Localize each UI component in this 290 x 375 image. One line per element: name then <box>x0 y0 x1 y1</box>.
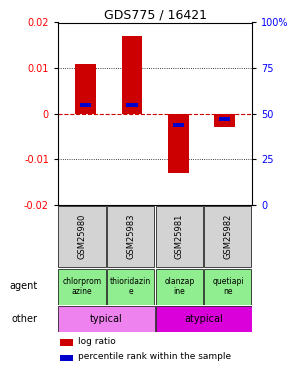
Bar <box>60 339 72 345</box>
Text: GSM25983: GSM25983 <box>126 214 135 259</box>
Text: log ratio: log ratio <box>78 337 116 346</box>
Bar <box>107 268 154 304</box>
Bar <box>173 123 184 127</box>
Bar <box>156 306 252 332</box>
Bar <box>204 206 251 267</box>
Bar <box>204 268 251 304</box>
Bar <box>75 64 96 114</box>
Text: other: other <box>12 314 38 324</box>
Text: atypical: atypical <box>184 314 223 324</box>
Text: olanzap
ine: olanzap ine <box>164 277 195 296</box>
Text: GSM25982: GSM25982 <box>224 214 233 259</box>
Text: GSM25981: GSM25981 <box>175 214 184 259</box>
Bar <box>59 206 106 267</box>
Bar <box>59 268 106 304</box>
Bar <box>126 103 138 106</box>
Text: percentile rank within the sample: percentile rank within the sample <box>78 352 231 362</box>
Bar <box>122 36 142 114</box>
Text: thioridazin
e: thioridazin e <box>110 277 151 296</box>
Text: chlorprom
azine: chlorprom azine <box>63 277 102 296</box>
Bar <box>80 103 91 106</box>
Bar <box>107 206 154 267</box>
Bar <box>168 114 189 173</box>
Bar <box>156 206 203 267</box>
Text: quetiapi
ne: quetiapi ne <box>212 277 244 296</box>
Title: GDS775 / 16421: GDS775 / 16421 <box>104 8 207 21</box>
Bar <box>60 355 72 361</box>
Text: GSM25980: GSM25980 <box>78 214 87 259</box>
Bar <box>59 306 155 332</box>
Text: agent: agent <box>9 281 38 291</box>
Bar <box>214 114 235 128</box>
Bar <box>156 268 203 304</box>
Bar <box>219 117 230 121</box>
Text: typical: typical <box>90 314 123 324</box>
